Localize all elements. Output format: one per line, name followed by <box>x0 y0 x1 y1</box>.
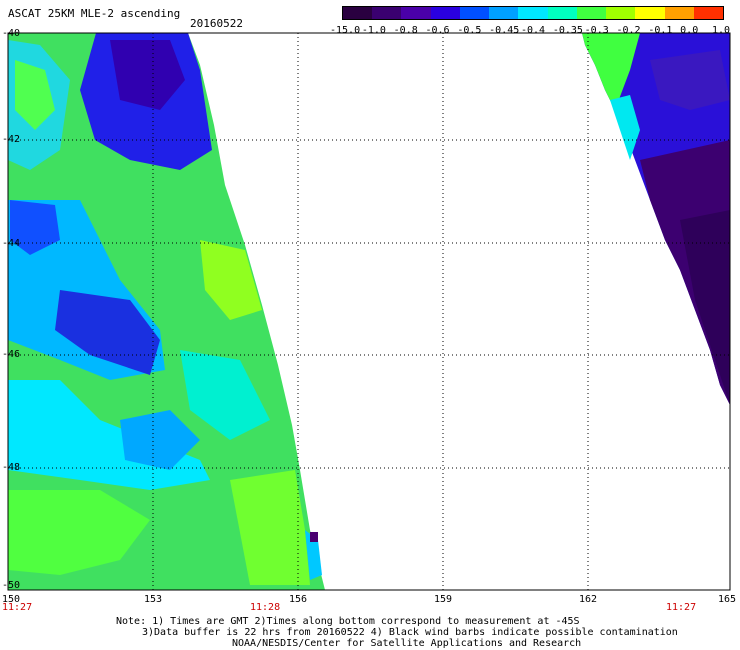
lon-label: 153 <box>144 594 163 605</box>
colorbar-swatch <box>606 7 636 19</box>
left-swath <box>8 33 325 590</box>
colorbar-swatch <box>430 7 460 19</box>
time-label: 11:28 <box>250 602 281 613</box>
colorbar-swatch <box>372 7 402 19</box>
colorbar-tick-label: 0.0 <box>680 25 699 36</box>
colorbar-tick-label: -0.8 <box>393 25 418 36</box>
lon-label: 150 <box>2 594 21 605</box>
map-frame <box>7 32 731 591</box>
lat-label: -44 <box>2 238 21 249</box>
note-line: 3)Data buffer is 22 hrs from 20160522 4)… <box>142 627 678 638</box>
colorbar-tick-label: -1.0 <box>361 25 386 36</box>
colorbar <box>342 6 724 20</box>
colorbar-swatch <box>664 7 694 19</box>
colorbar-swatch <box>489 7 519 19</box>
lon-label: 165 <box>718 594 737 605</box>
colorbar-tick-label: -0.3 <box>584 25 609 36</box>
lon-label: 156 <box>289 594 308 605</box>
colorbar-swatch <box>401 7 431 19</box>
colorbar-tick-label: -0.35 <box>552 25 583 36</box>
lat-label: -48 <box>2 462 21 473</box>
map-date: 20160522 <box>190 17 243 30</box>
colorbar-tick-label: -0.5 <box>457 25 482 36</box>
colorbar-swatch <box>547 7 577 19</box>
lon-label: 159 <box>434 594 453 605</box>
note-line: Note: 1) Times are GMT 2)Times along bot… <box>116 616 580 627</box>
colorbar-swatch <box>459 7 490 19</box>
colorbar-tick-label: -0.1 <box>648 25 673 36</box>
lat-label: -50 <box>2 580 21 591</box>
colorbar-tick-label: -0.6 <box>425 25 450 36</box>
colorbar-swatch <box>576 7 607 19</box>
colorbar-tick-label: -0.2 <box>616 25 641 36</box>
lat-label: -46 <box>2 349 21 360</box>
time-label: 11:27 <box>666 602 697 613</box>
colorbar-tick-label: 1.0 <box>712 25 731 36</box>
lat-label: -40 <box>2 28 21 39</box>
colorbar-swatch <box>693 7 724 19</box>
lon-label: 162 <box>579 594 598 605</box>
colorbar-swatch <box>635 7 665 19</box>
colorbar-tick-label: -0.4 <box>521 25 546 36</box>
colorbar-labels: -15.0 -1.0 -0.8 -0.6 -0.5 -0.45 -0.4 -0.35 -0.3-… <box>330 25 735 37</box>
time-label: 11:27 <box>2 602 33 613</box>
map-title: ASCAT 25KM MLE-2 ascending <box>8 7 181 20</box>
colorbar-swatch <box>518 7 548 19</box>
lat-label: -42 <box>2 134 21 145</box>
right-swath <box>582 33 730 405</box>
colorbar-tick-label: -0.45 <box>489 25 520 36</box>
colorbar-tick-label: -15.0 <box>330 25 361 36</box>
colorbar-swatch <box>343 7 373 19</box>
note-line: NOAA/NESDIS/Center for Satellite Applica… <box>232 638 582 649</box>
